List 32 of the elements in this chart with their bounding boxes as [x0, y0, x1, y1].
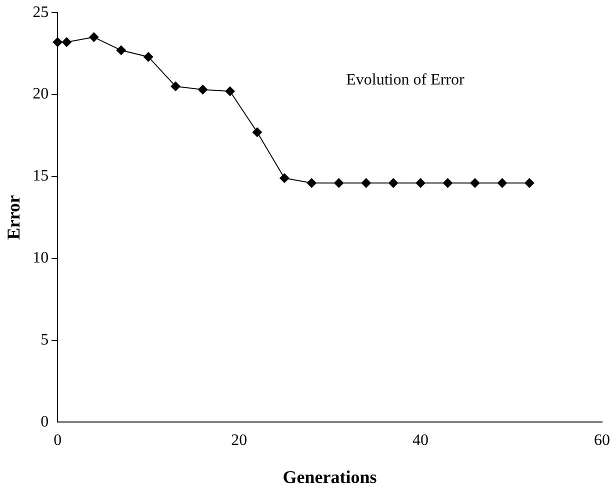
point	[62, 37, 72, 48]
x-tick-label: 20	[231, 432, 248, 450]
x-axis-title: Generations	[282, 466, 377, 487]
point	[524, 178, 534, 188]
point	[334, 178, 344, 188]
annotation: Evolution of Error	[346, 71, 465, 88]
point	[470, 178, 480, 188]
point	[143, 52, 154, 62]
y-tick-label: 20	[32, 86, 49, 103]
x-tick-label: 60	[594, 432, 610, 450]
point	[52, 37, 63, 48]
y-tick-label: 0	[40, 413, 49, 430]
point	[279, 173, 290, 184]
point	[198, 84, 208, 95]
point	[416, 178, 426, 188]
point	[170, 81, 181, 92]
point	[116, 45, 126, 56]
point	[388, 178, 398, 188]
point	[442, 178, 453, 188]
point	[361, 178, 372, 188]
point	[306, 178, 317, 188]
point	[88, 32, 99, 42]
point	[497, 178, 508, 188]
x-tick-label: 0	[54, 432, 62, 450]
y-tick-label: 15	[32, 168, 49, 185]
point	[252, 127, 262, 138]
y-tick-label: 25	[32, 4, 49, 21]
point	[224, 86, 235, 96]
y-tick-label: 10	[32, 250, 49, 267]
x-tick-label: 40	[412, 432, 429, 450]
y-axis-title: Error	[3, 195, 24, 240]
y-tick-label: 5	[40, 331, 49, 348]
